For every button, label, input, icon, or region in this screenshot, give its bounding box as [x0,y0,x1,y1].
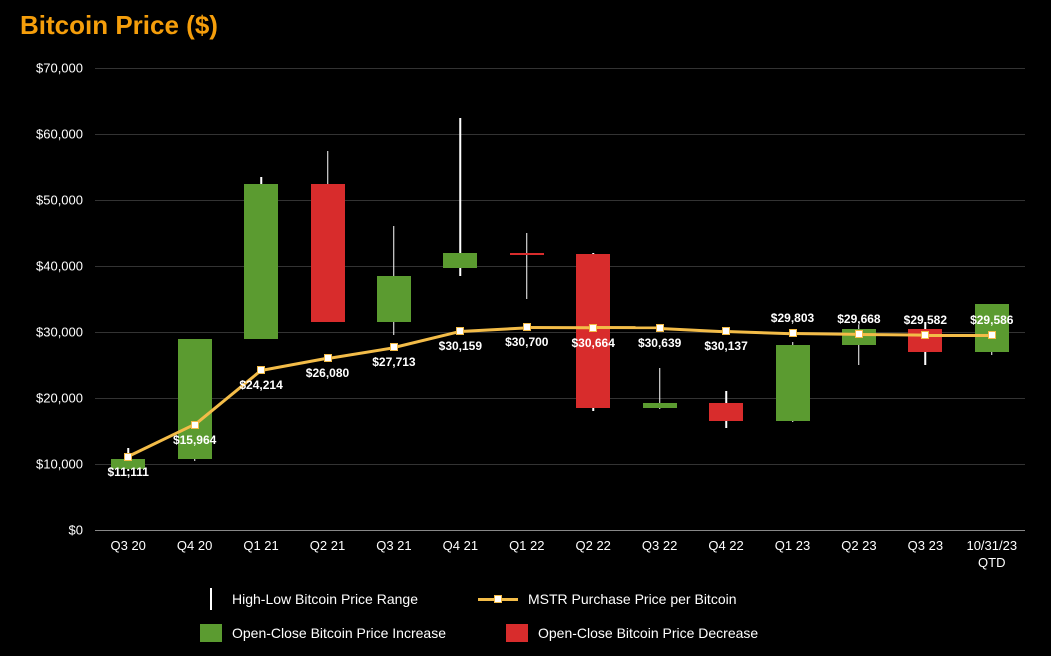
line-marker-label: $30,137 [704,339,747,353]
y-axis-tick-label: $40,000 [23,259,83,274]
line-marker [656,324,664,332]
line-marker [722,327,730,335]
line-marker [390,343,398,351]
x-axis-tick-label: 10/31/23 QTD [966,538,1017,572]
line-marker [921,331,929,339]
x-axis-tick-label: Q1 22 [509,538,544,555]
line-marker [191,421,199,429]
candle-increase [443,253,477,268]
gridline [95,398,1025,399]
candle-wick [526,233,528,299]
gridline [95,530,1025,531]
legend-swatch-icon [200,624,222,642]
legend-item-wick: High-Low Bitcoin Price Range [200,588,418,610]
candle-decrease [510,253,544,255]
x-axis-tick-label: Q1 21 [243,538,278,555]
x-axis-tick-label: Q2 23 [841,538,876,555]
y-axis-tick-label: $70,000 [23,61,83,76]
candle-increase [776,345,810,421]
legend-swatch-icon [506,624,528,642]
candle-increase [244,184,278,339]
x-axis-tick-label: Q3 21 [376,538,411,555]
chart-title: Bitcoin Price ($) [20,10,218,41]
y-axis-tick-label: $0 [23,523,83,538]
x-axis-tick-label: Q3 20 [110,538,145,555]
candle-increase [975,304,1009,352]
line-marker-label: $29,582 [904,313,947,327]
y-axis-tick-label: $30,000 [23,325,83,340]
legend-item-increase: Open-Close Bitcoin Price Increase [200,624,446,642]
x-axis-tick-label: Q3 23 [908,538,943,555]
y-axis-tick-label: $20,000 [23,391,83,406]
line-marker-label: $30,639 [638,336,681,350]
x-axis-tick-label: Q4 21 [443,538,478,555]
line-marker [988,331,996,339]
line-marker-label: $24,214 [239,378,282,392]
candle-decrease [311,184,345,323]
y-axis-tick-label: $60,000 [23,127,83,142]
candle-decrease [709,403,743,421]
line-marker [789,329,797,337]
legend-item-decrease: Open-Close Bitcoin Price Decrease [506,624,758,642]
x-axis-tick-label: Q2 21 [310,538,345,555]
line-marker-label: $11,111 [108,465,149,479]
legend-label: MSTR Purchase Price per Bitcoin [528,591,737,607]
x-axis-tick-label: Q3 22 [642,538,677,555]
line-marker-label: $29,586 [970,313,1013,327]
line-marker-label: $27,713 [372,355,415,369]
legend-label: High-Low Bitcoin Price Range [232,591,418,607]
legend-line-icon [478,595,518,603]
candle-increase [643,403,677,408]
line-marker-label: $29,668 [837,312,880,326]
chart-legend: High-Low Bitcoin Price Range MSTR Purcha… [200,588,900,656]
line-marker [523,323,531,331]
gridline [95,68,1025,69]
candle-increase [377,276,411,322]
line-marker-label: $30,159 [439,339,482,353]
y-axis-tick-label: $10,000 [23,457,83,472]
gridline [95,266,1025,267]
legend-item-line: MSTR Purchase Price per Bitcoin [478,588,737,610]
x-axis-tick-label: Q1 23 [775,538,810,555]
line-marker-label: $30,700 [505,335,548,349]
line-segment [859,333,925,336]
line-marker [257,366,265,374]
line-marker [855,330,863,338]
line-marker [456,327,464,335]
legend-label: Open-Close Bitcoin Price Increase [232,625,446,641]
line-marker [324,354,332,362]
x-axis-tick-label: Q2 22 [575,538,610,555]
line-segment [925,333,991,336]
line-marker-label: $26,080 [306,366,349,380]
line-marker-label: $29,803 [771,311,814,325]
line-marker-label: $15,964 [173,433,216,447]
x-axis-tick-label: Q4 20 [177,538,212,555]
legend-label: Open-Close Bitcoin Price Decrease [538,625,758,641]
gridline [95,464,1025,465]
x-axis-tick-label: Q4 22 [708,538,743,555]
y-axis-tick-label: $50,000 [23,193,83,208]
legend-wick-icon [210,588,212,610]
chart-plot-area: $0$10,000$20,000$30,000$40,000$50,000$60… [95,50,1025,530]
line-marker [124,453,132,461]
line-segment [527,326,593,329]
gridline [95,200,1025,201]
line-segment [792,332,858,335]
line-segment [726,330,792,335]
gridline [95,134,1025,135]
line-marker [589,324,597,332]
line-marker-label: $30,664 [572,336,615,350]
